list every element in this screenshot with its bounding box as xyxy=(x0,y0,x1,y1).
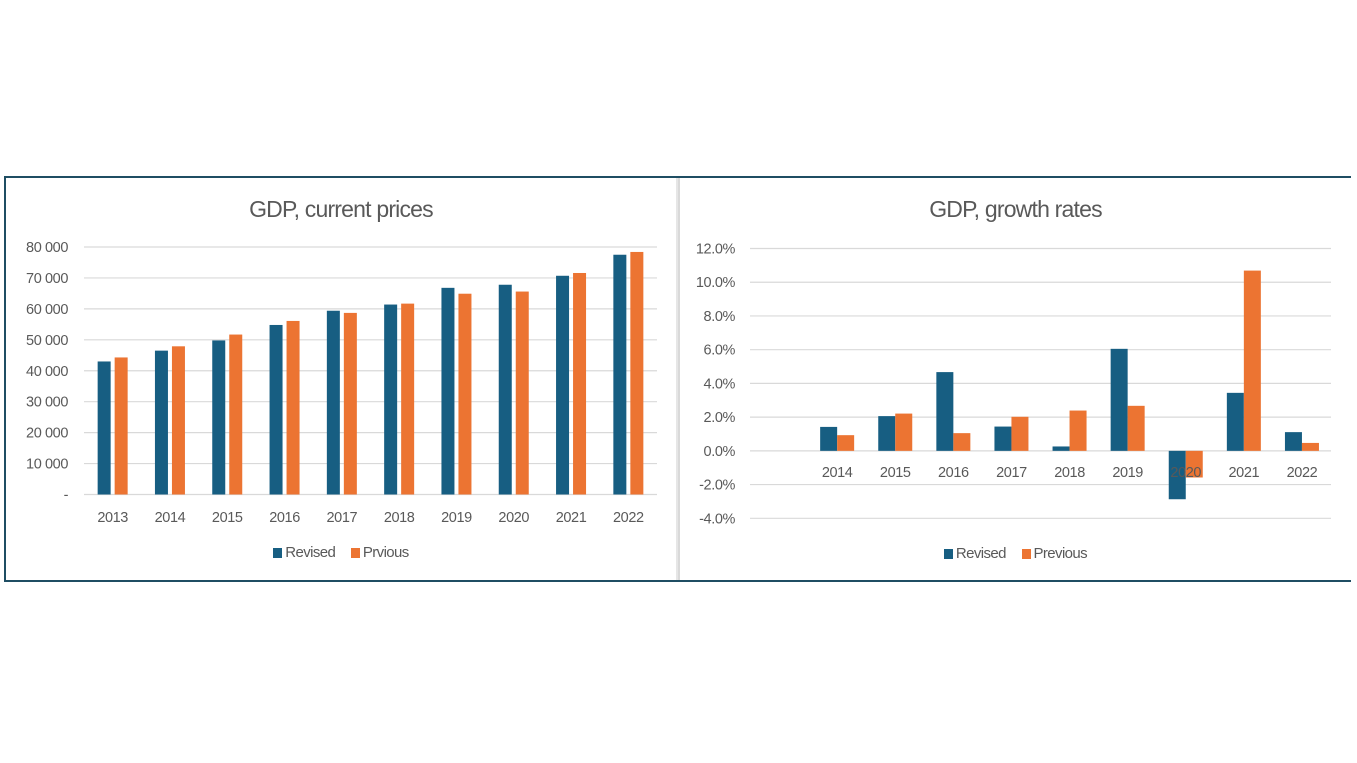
bar-previous-2018 xyxy=(401,303,415,495)
bar-revised-2015 xyxy=(878,416,896,451)
x-tick-label: 2021 xyxy=(556,510,587,526)
x-tick-label: 2015 xyxy=(880,465,911,481)
bar-previous-2022 xyxy=(1301,442,1319,451)
y-tick-label: 70 000 xyxy=(26,271,68,287)
bar-previous-2017 xyxy=(1011,416,1029,451)
y-tick-label: 0.0% xyxy=(704,444,736,460)
y-tick-label: 40 000 xyxy=(26,364,68,380)
bar-previous-2016 xyxy=(953,433,971,451)
y-tick-label: -2.0% xyxy=(699,478,735,494)
bar-revised-2015 xyxy=(212,340,226,495)
bar-revised-2022 xyxy=(1284,432,1302,451)
chart-legend: Revised Prvious xyxy=(6,544,676,562)
x-tick-label: 2022 xyxy=(613,510,644,526)
y-tick-label: 30 000 xyxy=(26,395,68,411)
x-tick-label: 2021 xyxy=(1229,465,1260,481)
bar-revised-2014 xyxy=(820,426,838,451)
legend-swatch-revised xyxy=(273,547,283,558)
legend-label: Revised xyxy=(285,544,336,561)
bar-previous-2020 xyxy=(1185,450,1203,478)
y-tick-label: 8.0% xyxy=(704,309,736,325)
bar-revised-2017 xyxy=(994,426,1012,451)
legend-item-revised: Revised xyxy=(273,544,336,561)
y-tick-label: -4.0% xyxy=(699,511,735,527)
bar-revised-2022 xyxy=(613,254,627,495)
y-tick-label: 50 000 xyxy=(26,333,68,349)
bar-revised-2020 xyxy=(1168,450,1186,500)
bar-previous-2019 xyxy=(458,293,472,495)
bar-previous-2021 xyxy=(1243,270,1261,451)
legend-label: Prvious xyxy=(362,544,409,561)
y-tick-label: 60 000 xyxy=(26,302,68,318)
y-tick-label: 10 000 xyxy=(26,457,68,473)
x-tick-label: 2016 xyxy=(269,510,300,526)
x-tick-label: 2014 xyxy=(822,465,853,481)
bar-previous-2015 xyxy=(895,413,913,451)
chart-title: GDP, growth rates xyxy=(929,196,1102,222)
y-tick-label: - xyxy=(64,488,69,504)
bar-revised-2017 xyxy=(326,310,340,495)
legend-swatch-previous xyxy=(1021,548,1031,559)
bar-previous-2018 xyxy=(1069,410,1087,451)
bar-previous-2014 xyxy=(837,435,855,451)
bar-revised-2014 xyxy=(154,350,168,495)
legend-label: Previous xyxy=(1033,545,1088,562)
bar-revised-2019 xyxy=(441,287,455,495)
x-tick-label: 2020 xyxy=(1170,465,1201,481)
chart-title: GDP, current prices xyxy=(249,196,434,222)
chart-plot-current-prices: - 10 000 20 000 30 000 40 000 50 000 60 000 70 … xyxy=(26,240,657,526)
y-tick-label: 2.0% xyxy=(704,410,736,426)
bar-previous-2019 xyxy=(1127,405,1145,451)
y-tick-label: 4.0% xyxy=(704,376,736,392)
bar-previous-2022 xyxy=(630,251,644,495)
x-tick-label: 2016 xyxy=(938,465,969,481)
panel-divider xyxy=(676,178,678,580)
bar-revised-2018 xyxy=(1052,446,1070,451)
y-tick-label: 10.0% xyxy=(696,275,736,291)
x-tick-label: 2022 xyxy=(1287,465,1318,481)
y-tick-label: 12.0% xyxy=(696,242,736,258)
x-tick-label: 2019 xyxy=(1112,465,1143,481)
bar-revised-2013 xyxy=(97,361,111,495)
x-tick-label: 2018 xyxy=(384,510,415,526)
bar-previous-2017 xyxy=(343,312,357,495)
bar-revised-2021 xyxy=(556,275,570,495)
legend-swatch-previous xyxy=(350,547,360,558)
bar-previous-2015 xyxy=(229,334,243,495)
bar-previous-2014 xyxy=(171,346,185,495)
bar-previous-2013 xyxy=(114,357,128,495)
y-tick-label: 6.0% xyxy=(704,343,736,359)
y-tick-label: 20 000 xyxy=(26,426,68,442)
legend-item-previous: Prvious xyxy=(350,544,409,561)
bar-revised-2019 xyxy=(1110,348,1128,451)
chart-plot-growth-rates: -4.0% -2.0% 0.0% 2.0% 4.0% 6.0% 8.0% 10.0% 12.0%… xyxy=(696,242,1331,527)
legend-swatch-revised xyxy=(943,548,953,559)
bar-revised-2016 xyxy=(269,324,283,495)
x-tick-label: 2019 xyxy=(441,510,472,526)
chart-panel-current-prices: GDP, current prices - 10 000 20 000 30 000 4… xyxy=(6,178,676,580)
x-tick-label: 2015 xyxy=(212,510,243,526)
bar-revised-2018 xyxy=(384,304,398,495)
legend-item-revised: Revised xyxy=(943,545,1007,562)
chart-legend: Revised Previous xyxy=(680,545,1351,563)
legend-label: Revised xyxy=(955,545,1007,562)
x-tick-label: 2013 xyxy=(97,510,128,526)
x-tick-label: 2018 xyxy=(1054,465,1085,481)
bar-previous-2020 xyxy=(515,291,529,495)
bar-previous-2016 xyxy=(286,320,300,495)
chart-panel-growth-rates: GDP, growth rates -4.0% -2.0% 0.0% 2.0% 4.0%… xyxy=(678,178,1351,580)
x-tick-label: 2020 xyxy=(498,510,529,526)
x-tick-label: 2017 xyxy=(996,465,1027,481)
x-tick-label: 2017 xyxy=(327,510,358,526)
bar-previous-2021 xyxy=(573,272,587,495)
bar-revised-2016 xyxy=(936,372,954,451)
bar-revised-2021 xyxy=(1226,392,1244,451)
y-tick-label: 80 000 xyxy=(26,240,68,256)
legend-item-previous: Previous xyxy=(1021,545,1088,562)
bar-revised-2020 xyxy=(498,284,512,495)
x-tick-label: 2014 xyxy=(155,510,186,526)
